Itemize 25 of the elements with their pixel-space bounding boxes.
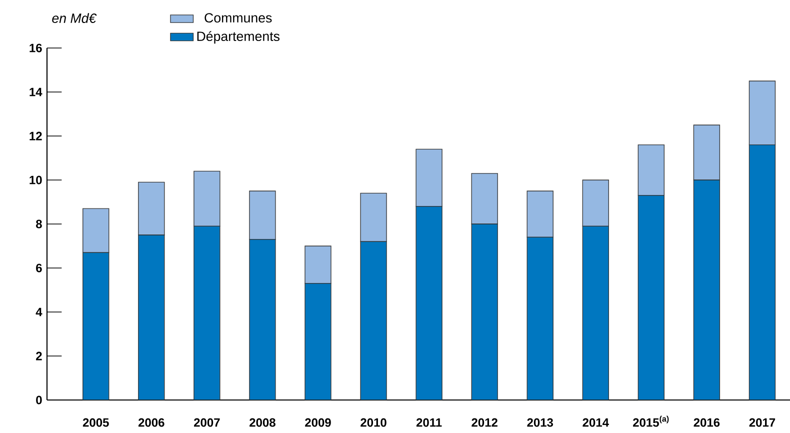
y-tick-label: 10 [30, 176, 42, 184]
x-tick-label: 2014 [582, 418, 609, 427]
x-tick-label: 2006 [138, 418, 164, 427]
y-tick-label: 16 [30, 44, 42, 52]
y-tick-label: 12 [30, 132, 42, 140]
x-tick-label: 2009 [305, 418, 331, 427]
x-tick-label: 2011 [416, 418, 442, 427]
x-tick-label: 2007 [194, 418, 220, 427]
legend-label: Communes [204, 13, 272, 23]
x-tick-label: 2008 [250, 418, 276, 427]
x-tick-label: 2013 [527, 418, 554, 427]
y-tick-label: 8 [36, 220, 42, 228]
y-tick-label: 14 [30, 88, 42, 96]
legend-label: Départements [197, 31, 280, 44]
x-tick-label: 2010 [360, 418, 386, 427]
y-axis-title: en Md€ [52, 13, 97, 23]
x-tick-label: 2012 [472, 418, 498, 427]
x-tick-label: 2017 [749, 418, 776, 427]
x-tick-label: 2015$^{(a)}$ [633, 416, 669, 427]
y-tick-label: 6 [36, 264, 42, 272]
y-tick-label: 4 [36, 308, 42, 316]
x-tick-label: 2016 [694, 418, 720, 427]
y-tick-label: 2 [36, 352, 42, 360]
x-tick-label: 2005 [82, 418, 109, 427]
y-tick-label: 0 [36, 396, 42, 404]
